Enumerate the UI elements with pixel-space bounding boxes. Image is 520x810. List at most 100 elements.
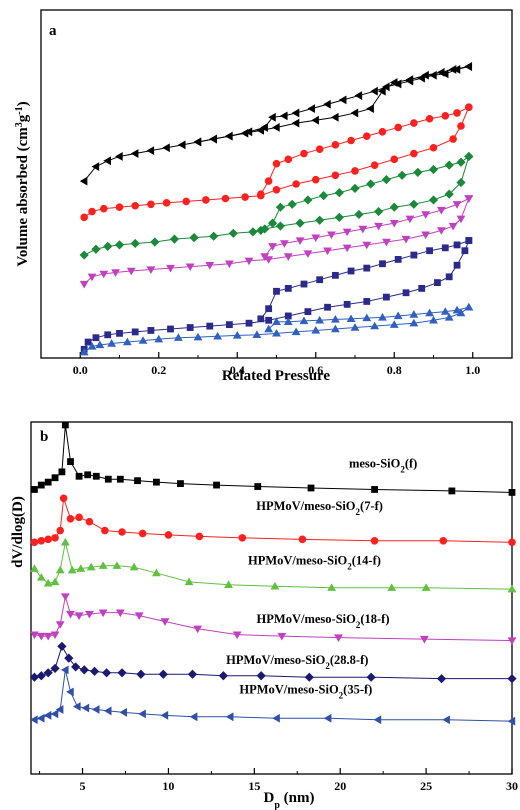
data-point <box>330 315 340 323</box>
data-point <box>260 253 270 261</box>
data-point <box>429 70 437 80</box>
data-point <box>434 279 441 286</box>
data-point <box>330 112 339 122</box>
data-point <box>452 65 461 74</box>
data-point <box>362 241 372 250</box>
data-point <box>104 475 112 483</box>
data-point <box>279 240 289 248</box>
data-point <box>92 334 100 342</box>
data-point <box>350 323 360 331</box>
data-point <box>272 317 281 325</box>
data-point <box>405 76 414 86</box>
data-point <box>452 201 462 209</box>
data-point <box>307 104 316 113</box>
data-point <box>244 257 254 266</box>
data-point <box>409 310 419 318</box>
data-point <box>184 577 194 586</box>
data-point <box>138 336 148 344</box>
data-point <box>114 240 125 250</box>
data-point <box>60 537 70 546</box>
data-point <box>209 231 219 241</box>
data-point <box>225 712 234 722</box>
data-point <box>104 331 112 339</box>
data-point <box>91 705 100 714</box>
data-point <box>316 276 324 284</box>
data-point <box>371 486 378 493</box>
data-point <box>162 143 170 153</box>
data-point <box>444 189 454 199</box>
data-point <box>346 314 356 323</box>
data-point <box>456 157 466 167</box>
data-point <box>50 663 60 673</box>
data-point <box>202 196 210 204</box>
data-point <box>252 330 262 338</box>
data-point <box>456 308 466 317</box>
data-point <box>410 149 418 158</box>
data-point <box>30 631 39 640</box>
data-point <box>44 478 52 486</box>
data-point <box>131 201 139 210</box>
data-point <box>36 632 46 641</box>
data-point <box>464 62 473 71</box>
data-point <box>373 715 382 725</box>
data-point <box>103 706 112 716</box>
data-point <box>119 708 127 717</box>
data-point <box>66 687 74 697</box>
data-point <box>382 238 391 247</box>
data-point <box>444 160 454 170</box>
data-point <box>213 331 223 340</box>
data-point <box>87 342 97 350</box>
data-point <box>397 170 407 180</box>
data-point <box>131 328 139 336</box>
data-point <box>379 260 386 268</box>
data-point <box>241 193 249 201</box>
data-point <box>457 122 465 130</box>
panel-b-x-ticks: 5 10 15 20 25 30 <box>39 768 518 793</box>
data-point <box>245 319 253 327</box>
data-point <box>30 538 39 547</box>
data-point <box>81 703 90 713</box>
data-point <box>218 671 228 681</box>
x-tick-label: 30 <box>506 779 518 793</box>
data-point <box>292 180 300 188</box>
data-point <box>425 114 434 123</box>
data-point <box>79 280 89 289</box>
data-point <box>189 233 199 243</box>
data-point <box>464 151 474 162</box>
panel-b-series: meso-SiO2(f) HPMoV/meso-SiO2(7-f) HPMoV/me… <box>29 421 517 726</box>
data-point <box>366 104 374 113</box>
data-point <box>169 234 180 244</box>
data-point <box>232 631 242 640</box>
panel-b-x-axis-title: Dp (nm) <box>264 790 315 810</box>
x-tick-label: 15 <box>248 779 260 793</box>
data-point <box>95 340 105 349</box>
data-point <box>279 111 288 121</box>
data-point <box>284 312 292 320</box>
data-point <box>111 269 120 277</box>
pore-size-series-6: HPMoV/meso-SiO2(35-f) <box>30 665 516 726</box>
data-point <box>205 262 215 270</box>
data-point <box>298 535 307 544</box>
data-point <box>370 537 379 545</box>
data-point <box>51 474 59 482</box>
desorption-line <box>260 240 469 320</box>
data-point <box>37 537 46 545</box>
series-line <box>34 645 512 680</box>
data-point <box>342 244 352 253</box>
data-point <box>421 583 431 591</box>
data-point <box>347 136 355 145</box>
desorption-line <box>260 156 470 231</box>
data-point <box>55 565 65 574</box>
data-point <box>295 218 305 228</box>
data-point <box>304 672 314 682</box>
data-point <box>311 326 321 334</box>
data-point <box>134 612 144 620</box>
panel-b: b 5 10 15 20 25 30 meso-SiO2(f) HPMoV/meso-SiO… <box>10 421 518 810</box>
data-point <box>89 666 100 676</box>
x-tick-label: 0.4 <box>230 363 245 377</box>
data-point <box>393 311 403 320</box>
data-point <box>79 665 89 675</box>
data-point <box>67 565 77 574</box>
data-point <box>115 203 124 211</box>
data-point <box>441 112 450 120</box>
